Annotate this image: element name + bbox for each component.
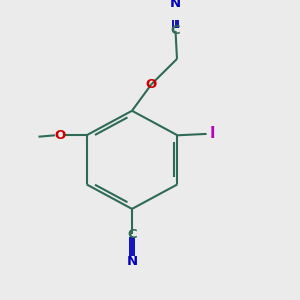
Text: C: C <box>127 228 137 241</box>
Text: O: O <box>146 78 157 91</box>
Text: I: I <box>209 126 215 141</box>
Text: O: O <box>54 129 65 142</box>
Text: C: C <box>171 24 180 38</box>
Text: N: N <box>170 0 181 10</box>
Text: N: N <box>126 255 138 268</box>
